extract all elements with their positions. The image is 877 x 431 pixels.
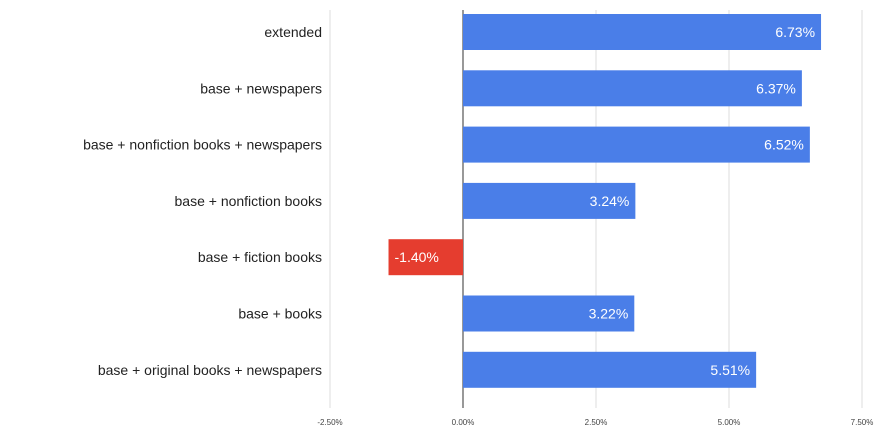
bar-6 — [463, 351, 757, 388]
x-tick-label-3: 5.00% — [718, 418, 741, 427]
bar-4 — [388, 239, 463, 276]
x-tick-label-0: -2.50% — [317, 418, 342, 427]
category-label-2: base + nonfiction books + newspapers — [83, 137, 322, 153]
x-tick-label-4: 7.50% — [851, 418, 874, 427]
bar-value-label-3: 3.24% — [590, 193, 630, 209]
bar-2 — [463, 126, 810, 163]
bar-value-label-1: 6.37% — [756, 80, 796, 96]
bar-3 — [463, 182, 636, 219]
bar-value-label-5: 3.22% — [589, 306, 629, 322]
category-label-1: base + newspapers — [200, 80, 322, 96]
category-label-0: extended — [264, 24, 322, 40]
x-tick-label-1: 0.00% — [452, 418, 475, 427]
bar-value-label-2: 6.52% — [764, 137, 804, 153]
category-label-5: base + books — [238, 306, 322, 322]
x-axis-tick-labels: -2.50% 0.00% 2.50% 5.00% 7.50% — [317, 418, 873, 427]
bars: 6.73% 6.37% 6.52% 3.24% -1.40% 3.22% 5.51% — [388, 14, 822, 388]
bar-value-label-4: -1.40% — [395, 249, 439, 265]
category-label-4: base + fiction books — [198, 249, 322, 265]
x-tick-label-2: 2.50% — [585, 418, 608, 427]
bar-1 — [463, 70, 802, 107]
category-label-3: base + nonfiction books — [175, 193, 323, 209]
category-label-6: base + original books + newspapers — [98, 362, 322, 378]
bar-0 — [463, 14, 822, 50]
bar-value-label-6: 5.51% — [710, 362, 750, 378]
bar-5 — [463, 295, 635, 332]
bar-value-label-0: 6.73% — [775, 24, 815, 40]
category-labels: extended base + newspapers base + nonficti… — [83, 24, 322, 378]
